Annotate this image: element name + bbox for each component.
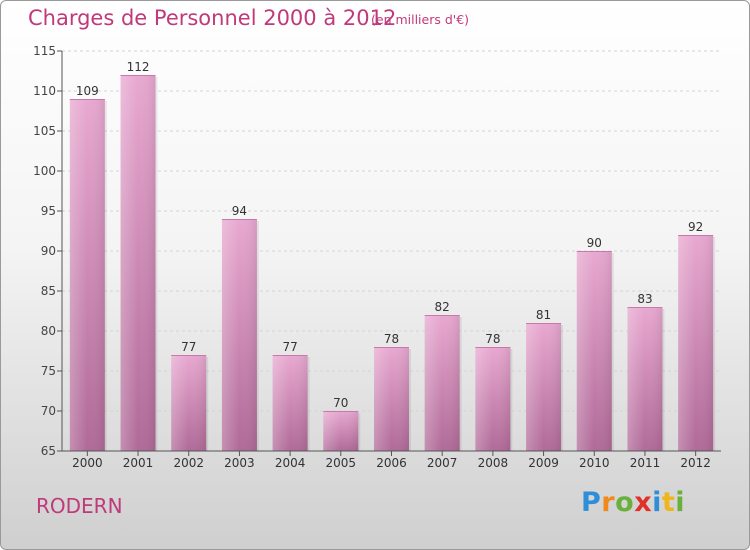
- x-tick-label: 2009: [528, 456, 559, 470]
- y-tick-label: 85: [41, 284, 56, 298]
- logo-letter: i: [675, 487, 686, 518]
- y-tick-label: 75: [41, 364, 56, 378]
- x-tick-label: 2001: [123, 456, 154, 470]
- bar-highlight: [576, 251, 612, 451]
- bar-highlight: [475, 347, 511, 451]
- chart-title: Charges de Personnel 2000 à 2012: [28, 6, 397, 30]
- y-tick-label: 105: [33, 124, 56, 138]
- bar-highlight: [323, 411, 359, 451]
- data-label: 90: [587, 236, 602, 250]
- x-tick-label: 2011: [630, 456, 661, 470]
- data-label: 82: [435, 300, 450, 314]
- x-tick-label: 2005: [326, 456, 357, 470]
- logo-letter: r: [601, 487, 616, 518]
- y-tick-label: 115: [33, 44, 56, 58]
- bar-highlight: [526, 323, 562, 451]
- x-tick-label: 2004: [275, 456, 306, 470]
- logo-letter: P: [581, 487, 602, 518]
- logo-letter: x: [634, 487, 653, 518]
- bar-highlight: [272, 355, 308, 451]
- y-tick-label: 90: [41, 244, 56, 258]
- x-tick-label: 2007: [427, 456, 458, 470]
- y-tick-label: 95: [41, 204, 56, 218]
- data-label: 109: [76, 84, 99, 98]
- data-label: 83: [637, 292, 652, 306]
- x-tick-label: 2002: [173, 456, 204, 470]
- y-tick-label: 80: [41, 324, 56, 338]
- data-label: 94: [232, 204, 247, 218]
- data-label: 77: [282, 340, 297, 354]
- x-tick-label: 2000: [72, 456, 103, 470]
- bar-highlight: [221, 219, 257, 451]
- proxiti-logo: Proxiti: [581, 487, 685, 518]
- data-label: 70: [333, 396, 348, 410]
- data-label: 77: [181, 340, 196, 354]
- bar-highlight: [627, 307, 663, 451]
- bar-highlight: [424, 315, 460, 451]
- bar-highlight: [120, 75, 156, 451]
- chart-subtitle: (en milliers d'€): [371, 12, 470, 27]
- y-tick-label: 110: [33, 84, 56, 98]
- bar-highlight: [171, 355, 207, 451]
- y-tick-label: 70: [41, 404, 56, 418]
- data-label: 81: [536, 308, 551, 322]
- logo-letter: t: [661, 487, 676, 518]
- commune-name: RODERN: [36, 494, 123, 518]
- bar-highlight: [69, 99, 105, 451]
- bar-highlight: [678, 235, 714, 451]
- logo-letter: i: [652, 487, 662, 518]
- logo-letter: o: [615, 487, 635, 518]
- data-label: 92: [688, 220, 703, 234]
- x-tick-label: 2003: [224, 456, 255, 470]
- y-tick-label: 65: [41, 444, 56, 458]
- y-tick-label: 100: [33, 164, 56, 178]
- data-label: 78: [384, 332, 399, 346]
- x-tick-label: 2012: [680, 456, 711, 470]
- x-tick-label: 2006: [376, 456, 407, 470]
- bar-highlight: [374, 347, 409, 451]
- x-tick-label: 2008: [478, 456, 509, 470]
- x-tick-label: 2010: [579, 456, 610, 470]
- data-label: 112: [127, 60, 150, 74]
- data-label: 78: [485, 332, 500, 346]
